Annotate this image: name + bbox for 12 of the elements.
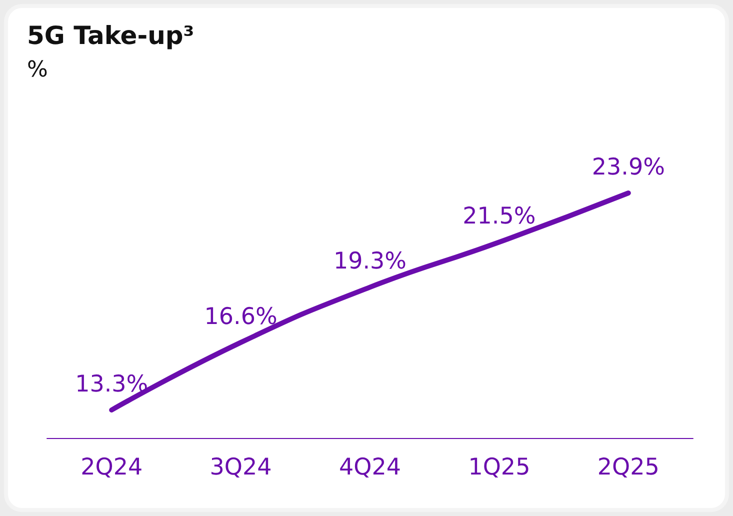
x-tick-label: 4Q24	[338, 454, 402, 480]
data-label: 19.3%	[333, 248, 407, 275]
chart-subtitle: %	[27, 58, 48, 82]
x-tick-label: 3Q24	[210, 454, 272, 480]
x-tick-label: 2Q24	[80, 454, 143, 480]
chart-title: 5G Take-up³	[27, 21, 194, 50]
data-label: 21.5%	[462, 204, 536, 230]
data-label: 23.9%	[592, 154, 665, 180]
data-label: 13.3%	[75, 372, 148, 398]
x-tick-label: 2Q25	[597, 454, 660, 480]
data-label: 16.6%	[204, 304, 278, 330]
x-tick-label: 1Q25	[468, 454, 530, 480]
